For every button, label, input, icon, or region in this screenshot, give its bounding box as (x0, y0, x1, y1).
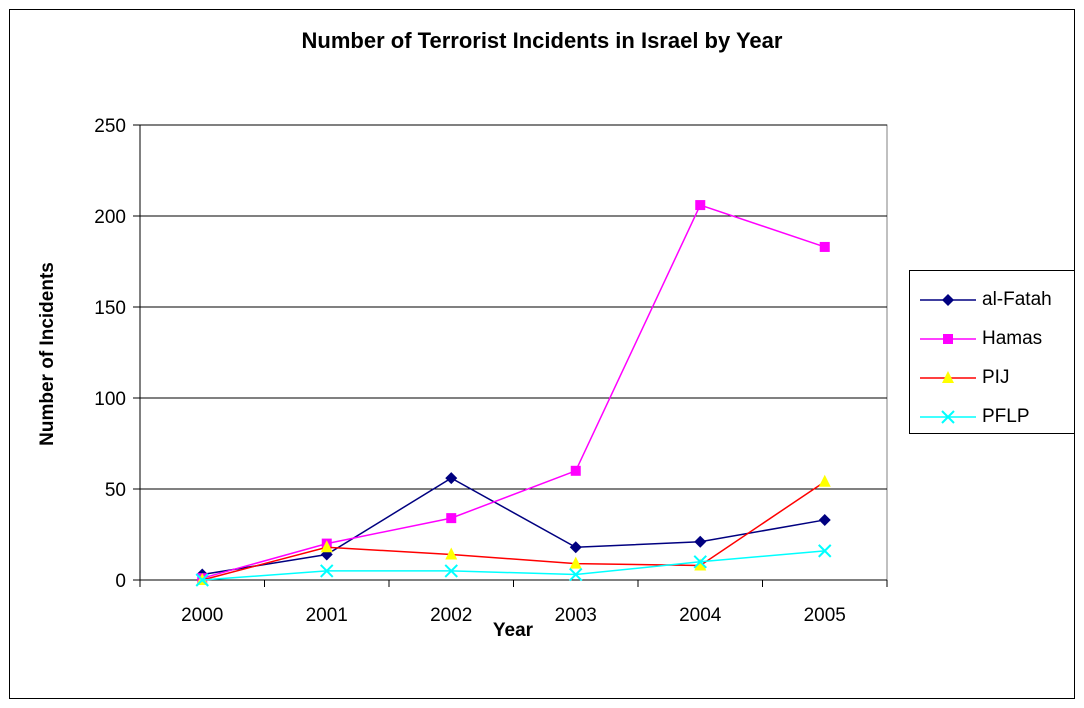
series-line-hamas (202, 204, 825, 579)
data-point-pflp (444, 564, 458, 578)
legend-item-pflp: PFLP (910, 402, 1070, 432)
legend-swatch (920, 371, 976, 383)
data-point-pij (320, 540, 333, 553)
data-point-hamas (446, 513, 457, 524)
chart-frame (9, 9, 1075, 699)
data-point-hamas (943, 334, 953, 344)
x-tick-label: 2003 (555, 605, 597, 626)
x-tick-label: 2002 (430, 605, 472, 626)
data-point-hamas (570, 465, 581, 476)
legend: al-Fatah Hamas PIJ PFLP (909, 270, 1075, 434)
data-point-al-fatah (569, 541, 582, 554)
legend-label: al-Fatah (982, 289, 1052, 310)
data-point-hamas (695, 200, 706, 211)
legend-item-hamas: Hamas (910, 324, 1070, 354)
legend-label: Hamas (982, 328, 1043, 349)
y-tick-label: 150 (94, 298, 126, 319)
data-point-pflp (941, 410, 955, 424)
x-tick-label: 2004 (679, 605, 722, 626)
legend-item-pij: PIJ (910, 363, 1070, 393)
legend-label: PIJ (982, 367, 1010, 388)
series-line-pij (202, 481, 826, 581)
data-point-pflp (320, 564, 334, 578)
data-point-al-fatah (694, 535, 707, 548)
chart-title: Number of Terrorist Incidents in Israel … (301, 28, 783, 53)
data-point-pij (818, 474, 831, 487)
x-tick-label: 2005 (804, 605, 846, 626)
data-point-pij (942, 371, 954, 383)
y-tick-label: 100 (94, 389, 126, 410)
legend-item-al-fatah: al-Fatah (910, 285, 1070, 315)
data-point-pij (694, 558, 707, 571)
data-point-pflp (569, 567, 583, 582)
data-point-pij (445, 547, 458, 560)
y-tick-label: 250 (94, 116, 126, 137)
data-point-hamas (819, 241, 830, 252)
y-tick-label: 0 (115, 571, 126, 592)
data-point-pij (569, 556, 582, 569)
x-axis-label: Year (492, 620, 534, 641)
legend-label: PFLP (982, 406, 1030, 427)
data-point-pflp (818, 544, 832, 558)
plot-border (139, 124, 888, 581)
legend-swatch (920, 334, 976, 344)
series-line-al-fatah (202, 477, 825, 576)
legend-swatch (920, 294, 976, 306)
data-point-al-fatah (818, 513, 831, 526)
data-point-pflp (195, 573, 209, 587)
y-tick-label: 200 (94, 207, 126, 228)
data-point-pflp (693, 555, 707, 569)
x-tick-label: 2000 (181, 605, 223, 626)
legend-swatch (920, 410, 976, 424)
data-point-al-fatah (445, 472, 458, 485)
y-tick-label: 50 (105, 480, 126, 501)
data-point-al-fatah (942, 294, 954, 306)
series-line-pflp (202, 550, 825, 581)
x-tick-label: 2001 (306, 605, 348, 626)
